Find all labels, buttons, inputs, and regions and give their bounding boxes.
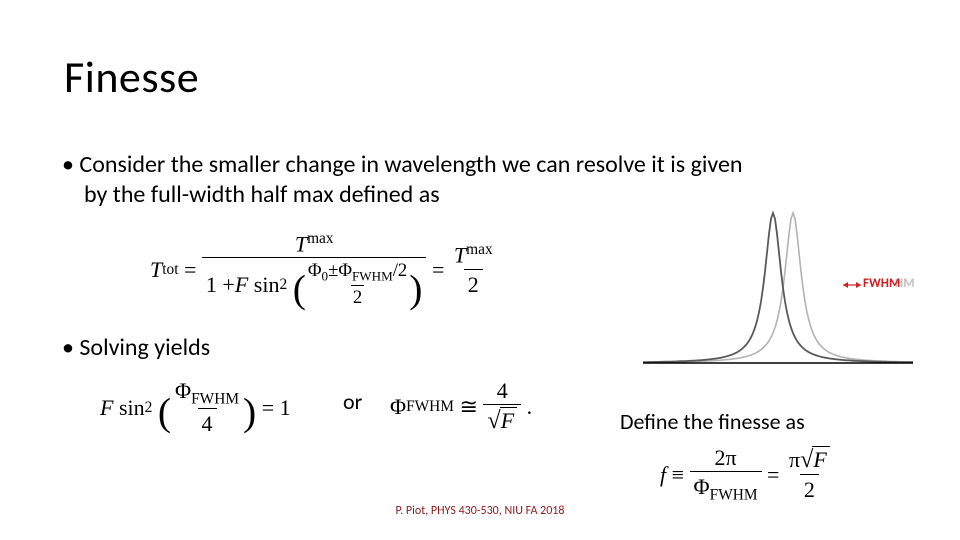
eq4-phi: Φ [694,474,710,499]
eq3-dot: . [527,394,533,420]
eq2-rhs: = 1 [262,395,291,421]
eq1-inner-phi: Φ [338,260,352,281]
equation-phifwhm-approx: ΦFWHM ≅ 4 √F . [390,378,532,435]
eq1-inner-phi0: Φ [308,260,322,281]
eq1-inner-over2: /2 [393,260,408,281]
slide: Finesse Consider the smaller change in w… [0,0,960,540]
eq2-F: F [100,395,113,421]
equation-fsin2: F sin2 ( ΦFWHM 4 ) = 1 [100,378,291,437]
equation-ttot: T tot = Tmax 1 + F sin2 ( Φ0±ΦFWHM/2 [150,230,497,309]
eq4-two: 2 [800,474,819,503]
eq1-inner-den: 2 [351,285,364,309]
fwhm-label: FWHM [863,276,900,291]
bullet-2: Solving yields [62,333,210,362]
eq1-den-sin-sup: 2 [279,276,287,294]
eq1-rhs-sup: max [466,241,493,258]
eq2-sin: sin [119,395,145,421]
eq1-den-sin: sin [254,272,280,298]
eq1-den-F: F [235,272,248,298]
eq4-F: F [813,447,826,472]
eq4-equiv: ≡ [672,462,684,488]
bullet1-line1: Consider the smaller change in wavelengt… [79,150,742,179]
eq4-pi: π [789,447,800,472]
define-label: Define the finesse as [620,408,805,435]
eq2-den: 4 [198,408,217,437]
eq2-phi-sub: FWHM [191,390,239,407]
eq1-inner-sub: FWHM [352,269,393,284]
eq1-lhs-sup: tot [162,261,178,279]
eq1-rhs-den: 2 [464,269,483,298]
eq1-num1-T: T [295,231,307,256]
eq2-sup: 2 [145,399,153,417]
eq3-phi: Φ [390,394,406,420]
eq1-rhs-T: T [454,243,466,268]
eq3-phi-sub: FWHM [406,398,454,416]
equation-finesse-def: f ≡ 2π ΦFWHM = π√F 2 [660,445,834,504]
eq1-den-1plus: 1 + [206,272,235,298]
eq1-num1-sup: max [307,230,334,247]
eq4-phi-sub: FWHM [710,486,758,503]
eq3-num: 4 [493,378,512,404]
or-label: or [343,388,362,415]
eq2-phi: Φ [175,378,191,403]
eq4-2pi: 2π [710,445,740,471]
eq1-lhs-T: T [150,257,162,283]
eq3-F: F [501,408,514,433]
eq1-inner-pm: ± [328,260,338,281]
slide-footer: P. Piot, PHYS 430-530, NIU FA 2018 [0,504,960,518]
bullet-1: Consider the smaller change in wavelengt… [62,150,882,210]
page-title: Finesse [64,50,199,104]
eq3-approx: ≅ [459,394,477,420]
